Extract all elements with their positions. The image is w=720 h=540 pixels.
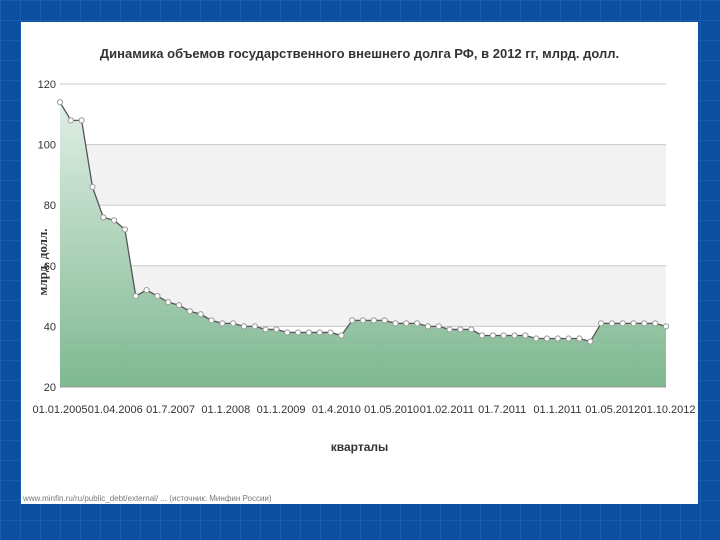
- data-point: [166, 300, 171, 305]
- data-point: [198, 312, 203, 317]
- data-point: [187, 309, 192, 314]
- data-point: [295, 330, 300, 335]
- data-point: [490, 333, 495, 338]
- x-tick-label: 01.7.2007: [146, 404, 195, 416]
- y-tick-label: 100: [38, 140, 56, 152]
- data-point: [620, 321, 625, 326]
- data-point: [479, 333, 484, 338]
- data-point: [133, 294, 138, 299]
- x-tick-label: 01.7.2011: [478, 404, 526, 416]
- data-point: [328, 330, 333, 335]
- chart-panel: Динамика объемов государственного внешне…: [21, 22, 698, 504]
- data-point: [663, 324, 668, 329]
- data-point: [231, 321, 236, 326]
- data-point: [501, 333, 506, 338]
- x-tick-label: 01.05.2010: [364, 404, 419, 416]
- x-tick-label: 01.1.2009: [257, 404, 306, 416]
- x-tick-label: 01.1.2008: [201, 404, 250, 416]
- data-point: [241, 324, 246, 329]
- data-point: [68, 118, 73, 123]
- data-point: [512, 333, 517, 338]
- data-point: [469, 327, 474, 332]
- data-point: [90, 184, 95, 189]
- data-point: [252, 324, 257, 329]
- data-point: [588, 339, 593, 344]
- data-point: [609, 321, 614, 326]
- x-tick-label: 01.05.2012: [585, 404, 640, 416]
- data-point: [371, 318, 376, 323]
- y-tick-label: 60: [44, 261, 56, 273]
- data-point: [598, 321, 603, 326]
- data-point: [176, 303, 181, 308]
- data-point: [544, 336, 549, 341]
- data-point: [101, 215, 106, 220]
- data-point: [122, 227, 127, 232]
- data-point: [263, 327, 268, 332]
- data-point: [415, 321, 420, 326]
- y-tick-label: 40: [44, 321, 56, 333]
- data-point: [631, 321, 636, 326]
- grid-band: [60, 145, 666, 206]
- data-point: [404, 321, 409, 326]
- data-point: [642, 321, 647, 326]
- x-tick-label: 01.10.2012: [640, 404, 695, 416]
- data-point: [447, 327, 452, 332]
- data-point: [534, 336, 539, 341]
- data-point: [555, 336, 560, 341]
- x-tick-label: 01.1.2011: [533, 404, 581, 416]
- data-point: [79, 118, 84, 123]
- data-point: [339, 333, 344, 338]
- y-tick-label: 120: [38, 79, 56, 91]
- data-point: [577, 336, 582, 341]
- data-point: [382, 318, 387, 323]
- data-point: [112, 218, 117, 223]
- data-point: [306, 330, 311, 335]
- data-point: [57, 100, 62, 105]
- x-tick-label: 01.4.2010: [312, 404, 361, 416]
- data-point: [360, 318, 365, 323]
- data-point: [155, 294, 160, 299]
- y-tick-label: 20: [44, 382, 56, 394]
- data-point: [566, 336, 571, 341]
- data-point: [350, 318, 355, 323]
- data-point: [144, 287, 149, 292]
- data-point: [523, 333, 528, 338]
- data-point: [458, 327, 463, 332]
- data-point: [220, 321, 225, 326]
- x-tick-label: 01.04.2006: [88, 404, 143, 416]
- data-point: [425, 324, 430, 329]
- data-point: [274, 327, 279, 332]
- data-point: [436, 324, 441, 329]
- data-point: [209, 318, 214, 323]
- data-point: [393, 321, 398, 326]
- data-point: [317, 330, 322, 335]
- x-tick-label: 01.02.2011: [420, 404, 474, 416]
- data-point: [285, 330, 290, 335]
- data-point: [653, 321, 658, 326]
- x-tick-label: 01.01.2005: [32, 404, 87, 416]
- y-tick-label: 80: [44, 200, 56, 212]
